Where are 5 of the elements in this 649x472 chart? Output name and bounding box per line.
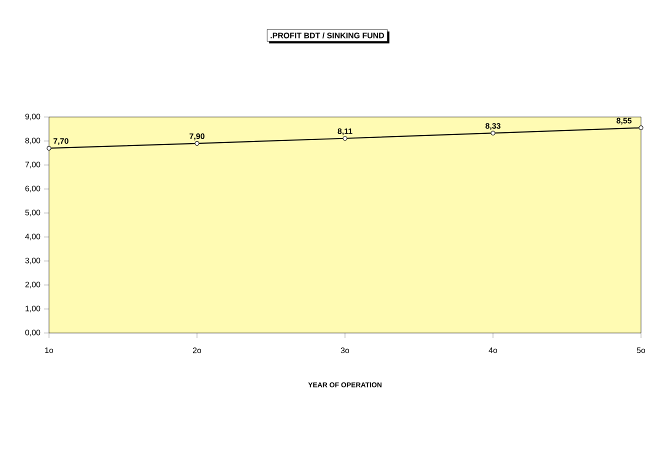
point bbox=[490, 130, 496, 136]
point bbox=[46, 146, 52, 151]
point bbox=[194, 141, 200, 146]
point bbox=[638, 126, 644, 130]
point bbox=[342, 136, 348, 141]
